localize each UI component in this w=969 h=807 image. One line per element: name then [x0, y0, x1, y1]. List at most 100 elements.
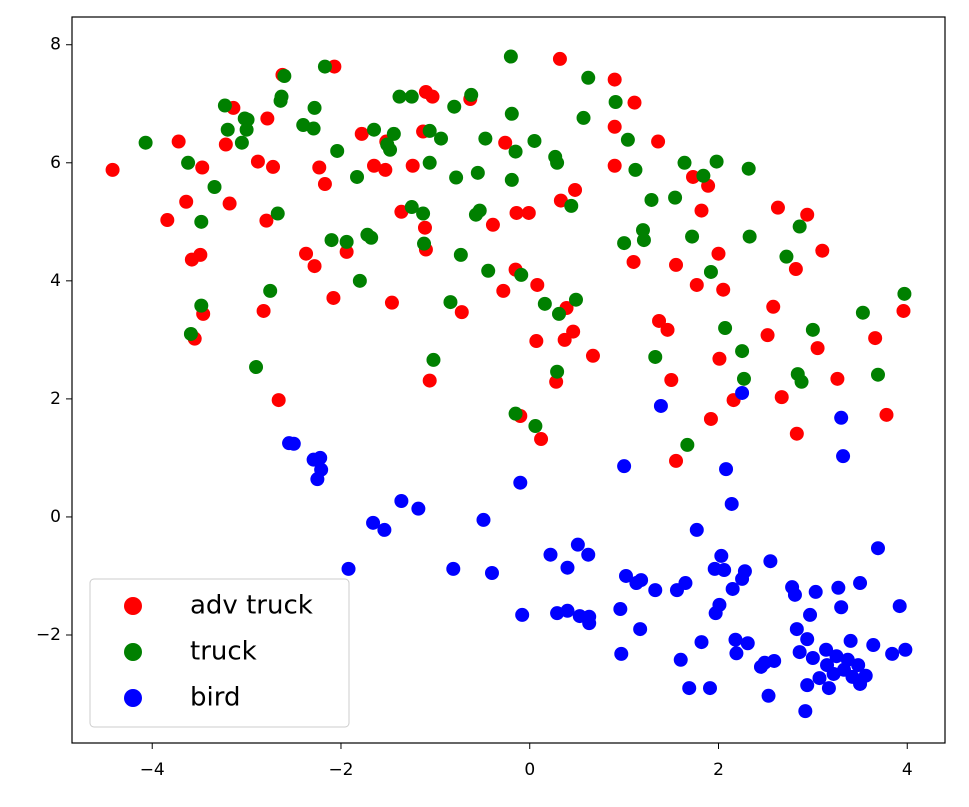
point: [608, 94, 623, 109]
point: [341, 561, 356, 576]
point: [259, 213, 274, 228]
point: [354, 126, 369, 141]
point: [384, 295, 399, 310]
point: [307, 100, 322, 115]
point: [830, 371, 845, 386]
point: [271, 393, 286, 408]
point: [514, 267, 529, 282]
point: [703, 264, 718, 279]
point: [240, 112, 255, 127]
point: [422, 123, 437, 138]
point: [534, 432, 549, 447]
point: [870, 367, 885, 382]
point: [564, 198, 579, 213]
legend-marker: [124, 597, 142, 615]
point: [566, 324, 581, 339]
point: [617, 459, 632, 474]
point: [634, 573, 649, 588]
x-tick-label: 4: [902, 760, 913, 780]
point: [250, 154, 265, 169]
point: [411, 501, 426, 516]
point: [405, 158, 420, 173]
point: [870, 541, 885, 556]
point: [792, 645, 807, 660]
point: [560, 560, 575, 575]
y-tick-label: 0: [50, 507, 61, 527]
point: [425, 89, 440, 104]
point: [774, 390, 789, 405]
point: [277, 69, 292, 84]
point: [330, 143, 345, 158]
point: [633, 622, 648, 637]
point: [560, 603, 575, 618]
point: [498, 135, 513, 150]
point: [582, 609, 597, 624]
point: [378, 162, 393, 177]
point: [767, 653, 782, 668]
point: [476, 512, 491, 527]
point: [760, 328, 775, 343]
point: [181, 155, 196, 170]
point: [307, 259, 322, 274]
point: [788, 262, 803, 277]
point: [644, 192, 659, 207]
point: [270, 206, 285, 221]
point: [194, 214, 209, 229]
point: [682, 681, 697, 696]
x-tick-label: 0: [524, 760, 535, 780]
point: [366, 515, 381, 530]
point: [422, 155, 437, 170]
point: [800, 678, 815, 693]
point: [711, 246, 726, 261]
point: [694, 635, 709, 650]
point: [719, 462, 734, 477]
y-tick-label: −2: [36, 625, 61, 645]
point: [685, 229, 700, 244]
point: [306, 121, 321, 136]
point: [585, 348, 600, 363]
point: [742, 229, 757, 244]
point: [454, 305, 469, 320]
point: [766, 299, 781, 314]
point: [249, 360, 264, 375]
point: [447, 99, 462, 114]
point: [651, 134, 666, 149]
point: [317, 177, 332, 192]
point: [805, 651, 820, 666]
point: [377, 522, 392, 537]
legend-label: truck: [190, 637, 257, 667]
point: [496, 283, 511, 298]
point: [794, 374, 809, 389]
point: [317, 59, 332, 74]
point: [183, 326, 198, 341]
point: [529, 334, 544, 349]
y-tick-label: 4: [50, 271, 61, 291]
point: [798, 704, 813, 719]
point: [503, 49, 518, 64]
point: [703, 411, 718, 426]
y-tick-label: 6: [50, 153, 61, 173]
point: [383, 142, 398, 157]
point: [761, 688, 776, 703]
point: [836, 449, 851, 464]
point: [422, 373, 437, 388]
point: [620, 132, 635, 147]
point: [530, 277, 545, 292]
point: [678, 576, 693, 591]
point: [831, 580, 846, 595]
point: [464, 87, 479, 102]
point: [858, 668, 873, 683]
point: [509, 205, 524, 220]
point: [800, 207, 815, 222]
point: [716, 282, 731, 297]
y-tick-label: 8: [50, 35, 61, 55]
point: [326, 290, 341, 305]
point: [607, 119, 622, 134]
point: [551, 306, 566, 321]
point: [352, 273, 367, 288]
point: [789, 622, 804, 637]
point: [312, 160, 327, 175]
point: [735, 385, 750, 400]
point: [712, 351, 727, 366]
point: [728, 632, 743, 647]
